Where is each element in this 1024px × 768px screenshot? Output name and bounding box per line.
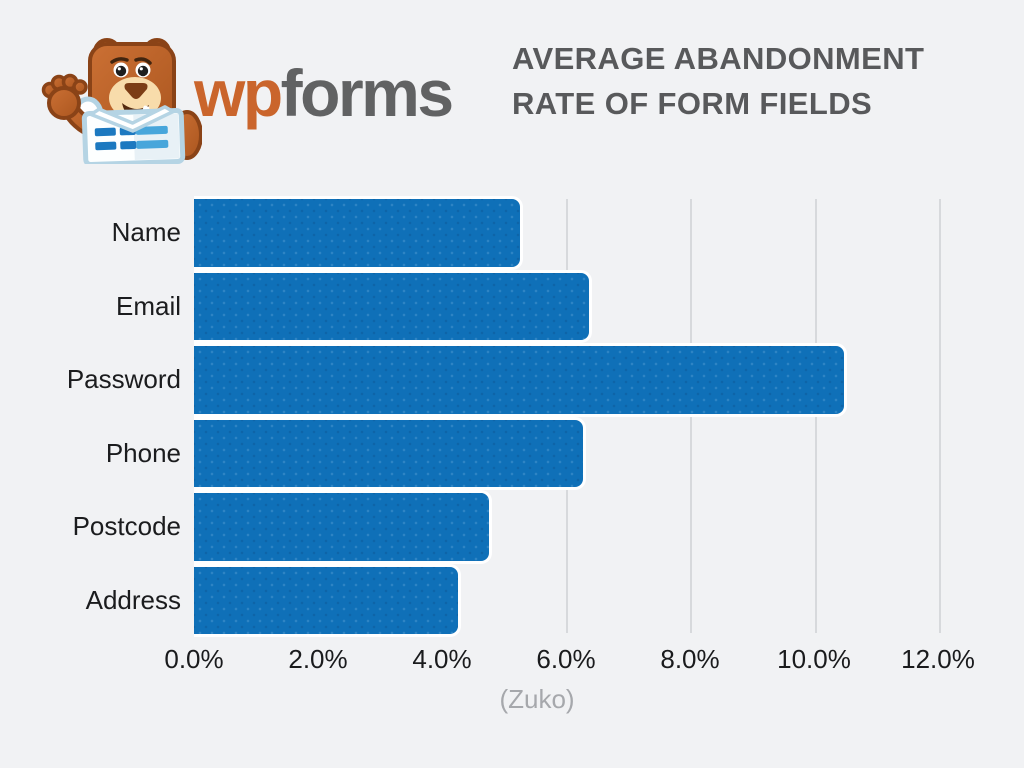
x-tick-label: 0.0% [164,644,224,674]
category-label: Password [66,364,181,395]
category-label: Email [115,290,181,321]
bars [194,196,940,637]
x-tick-label: 10.0% [777,644,851,674]
plot-area [194,196,941,637]
category-label: Postcode [72,511,181,542]
bar-row [194,343,940,417]
x-tick-label: 4.0% [412,644,472,674]
bar-password [194,343,847,417]
x-tick-label: 8.0% [660,644,720,674]
gridline [939,199,941,633]
bar-postcode [194,490,493,564]
bar-row [194,490,940,564]
bar-row [194,563,940,637]
x-tick-label: 12.0% [901,644,975,674]
bar-phone [194,416,586,490]
x-axis: 0.0% 2.0% 4.0% 6.0% 8.0% 10.0% 12.0% [164,644,975,676]
category-label: Name [111,217,181,248]
bar-name [194,196,524,270]
wordmark-wp: wp [194,56,283,130]
wpforms-wordmark: wpforms [194,60,454,126]
bar-email [194,269,592,343]
chart-title: AVERAGE ABANDONMENT RATE OF FORM FIELDS [512,36,982,126]
bar-row [194,416,940,490]
bar-address [194,563,462,637]
chart-title-line2: RATE OF FORM FIELDS [512,86,873,121]
category-labels: Name Email Password Phone Postcode Address [0,196,181,637]
category-label: Address [85,584,181,615]
bar-row [194,196,940,270]
source-attribution: (Zuko) [499,684,575,714]
bar-row [194,269,940,343]
category-label: Phone [105,437,181,468]
x-tick-label: 2.0% [288,644,348,674]
wpforms-bear-mascot-icon [41,38,202,164]
x-tick-label: 6.0% [536,644,596,674]
chart-title-line1: AVERAGE ABANDONMENT [512,41,925,76]
wordmark-forms: forms [280,56,454,130]
